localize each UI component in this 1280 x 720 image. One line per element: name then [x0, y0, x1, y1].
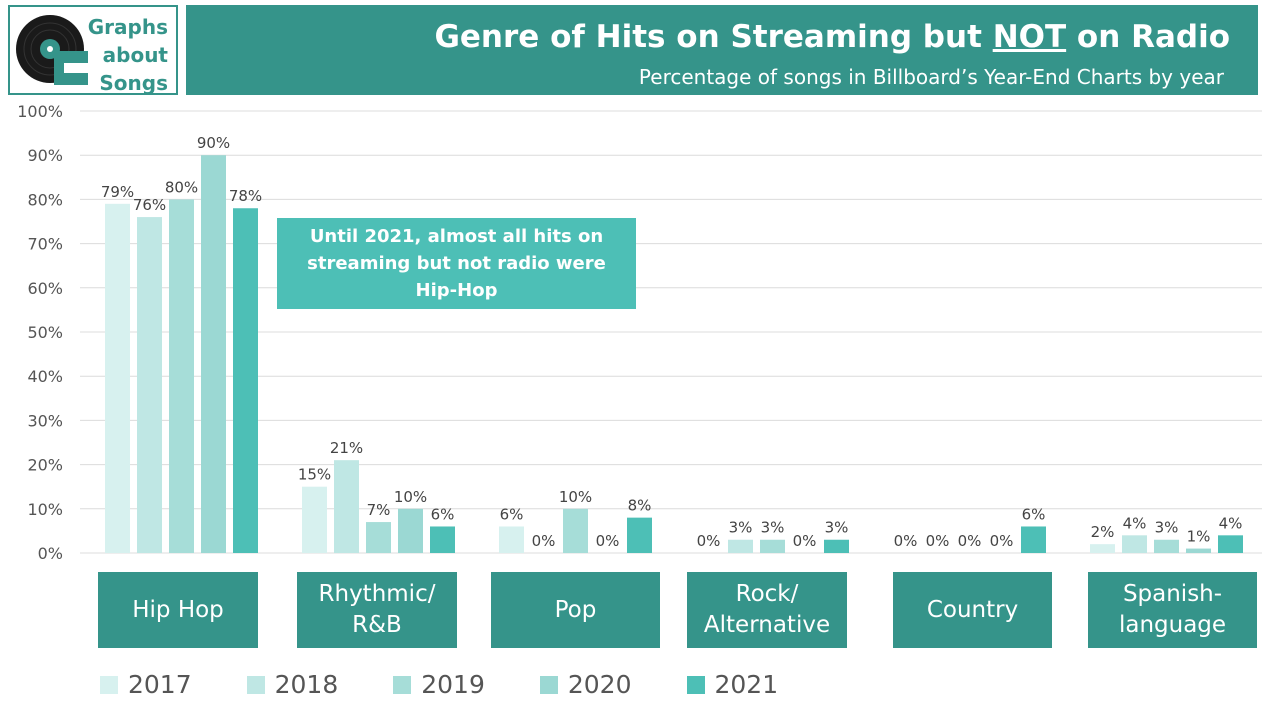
data-label: 79%	[101, 183, 134, 201]
bar	[201, 155, 226, 553]
category-label: Spanish-language	[1088, 572, 1257, 648]
category-label: Rhythmic/R&B	[297, 572, 457, 648]
chart-subtitle: Percentage of songs in Billboard’s Year-…	[638, 65, 1224, 89]
data-label: 0%	[926, 532, 950, 550]
data-label: 10%	[559, 488, 592, 506]
data-label: 0%	[958, 532, 982, 550]
legend-swatch	[539, 675, 558, 694]
data-label: 0%	[596, 532, 620, 550]
data-label: 21%	[330, 439, 363, 457]
data-label: 0%	[697, 532, 721, 550]
y-tick-label: 100%	[17, 102, 63, 121]
legend: 2017 2018 2019 2020 2021	[100, 670, 778, 699]
y-tick-label: 10%	[27, 500, 63, 519]
legend-label: 2019	[421, 670, 485, 699]
bar	[627, 517, 652, 553]
legend-swatch	[686, 675, 705, 694]
logo-line-1: Graphs	[87, 15, 168, 39]
bar	[728, 539, 753, 553]
data-label: 90%	[197, 134, 230, 152]
legend-label: 2018	[274, 670, 339, 699]
data-label: 0%	[793, 532, 817, 550]
bar	[169, 199, 194, 553]
bar	[1021, 526, 1046, 553]
category-label: Pop	[491, 572, 660, 648]
bar	[430, 526, 455, 553]
data-label: 6%	[431, 505, 455, 523]
category-label: Rock/Alternative	[687, 572, 847, 648]
data-label: 8%	[628, 497, 652, 515]
data-label: 6%	[500, 505, 524, 523]
bar	[334, 460, 359, 553]
data-label: 2%	[1091, 523, 1115, 541]
legend-item: 2019	[393, 670, 485, 699]
legend-item: 2020	[539, 670, 632, 699]
logo-line-3: Songs	[99, 71, 168, 95]
category-label: Hip Hop	[98, 572, 258, 648]
y-tick-label: 80%	[27, 190, 63, 209]
y-tick-label: 90%	[27, 146, 63, 165]
y-tick-label: 0%	[38, 544, 63, 563]
y-tick-label: 60%	[27, 279, 63, 298]
legend-item: 2018	[246, 670, 339, 699]
y-tick-label: 70%	[27, 235, 63, 254]
data-label: 6%	[1022, 505, 1046, 523]
data-label: 0%	[990, 532, 1014, 550]
data-label: 76%	[133, 196, 166, 214]
header: Genre of Hits on Streaming but NOT on Ra…	[186, 5, 1258, 95]
data-label: 4%	[1219, 514, 1243, 532]
data-label: 78%	[229, 187, 262, 205]
bar	[302, 486, 327, 553]
annotation-box: Until 2021, almost all hits on streaming…	[277, 218, 636, 309]
bar	[760, 539, 785, 553]
data-label: 4%	[1123, 514, 1147, 532]
data-label: 3%	[825, 519, 849, 537]
bar	[1122, 535, 1147, 553]
legend-label: 2020	[567, 670, 632, 699]
data-label: 3%	[761, 519, 785, 537]
data-label: 0%	[532, 532, 556, 550]
logo-line-2: about	[102, 43, 168, 67]
bar	[1186, 548, 1211, 553]
bar	[1154, 539, 1179, 553]
logo: Graphs about Songs	[8, 5, 178, 95]
bar	[366, 522, 391, 553]
legend-label: 2021	[714, 670, 779, 699]
bar	[1218, 535, 1243, 553]
legend-item: 2021	[686, 670, 779, 699]
bar	[105, 203, 130, 553]
bar	[563, 508, 588, 553]
legend-swatch	[246, 675, 265, 694]
legend-item: 2017	[100, 670, 192, 699]
data-label: 3%	[1155, 519, 1179, 537]
data-label: 7%	[367, 501, 391, 519]
bar	[824, 539, 849, 553]
bar	[137, 217, 162, 553]
y-tick-label: 50%	[27, 323, 63, 342]
bar	[1090, 544, 1115, 553]
bar	[499, 526, 524, 553]
data-label: 10%	[394, 488, 427, 506]
vinyl-record-icon	[16, 15, 88, 85]
legend-swatch	[100, 675, 118, 694]
legend-label: 2017	[128, 670, 192, 699]
data-label: 80%	[165, 178, 198, 196]
data-label: 1%	[1187, 528, 1211, 546]
data-label: 3%	[729, 519, 753, 537]
y-tick-label: 20%	[27, 456, 63, 475]
data-label: 0%	[894, 532, 918, 550]
legend-swatch	[393, 675, 412, 694]
bar	[233, 208, 258, 554]
data-label: 15%	[298, 466, 331, 484]
bar	[398, 508, 423, 553]
y-tick-label: 30%	[27, 411, 63, 430]
chart-title: Genre of Hits on Streaming but NOT on Ra…	[434, 19, 1230, 55]
category-label: Country	[893, 572, 1052, 648]
y-tick-label: 40%	[27, 367, 63, 386]
